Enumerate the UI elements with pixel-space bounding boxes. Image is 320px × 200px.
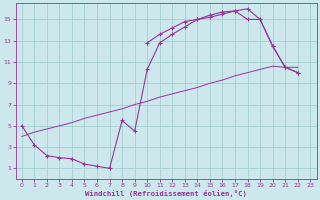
X-axis label: Windchill (Refroidissement éolien,°C): Windchill (Refroidissement éolien,°C): [85, 190, 247, 197]
